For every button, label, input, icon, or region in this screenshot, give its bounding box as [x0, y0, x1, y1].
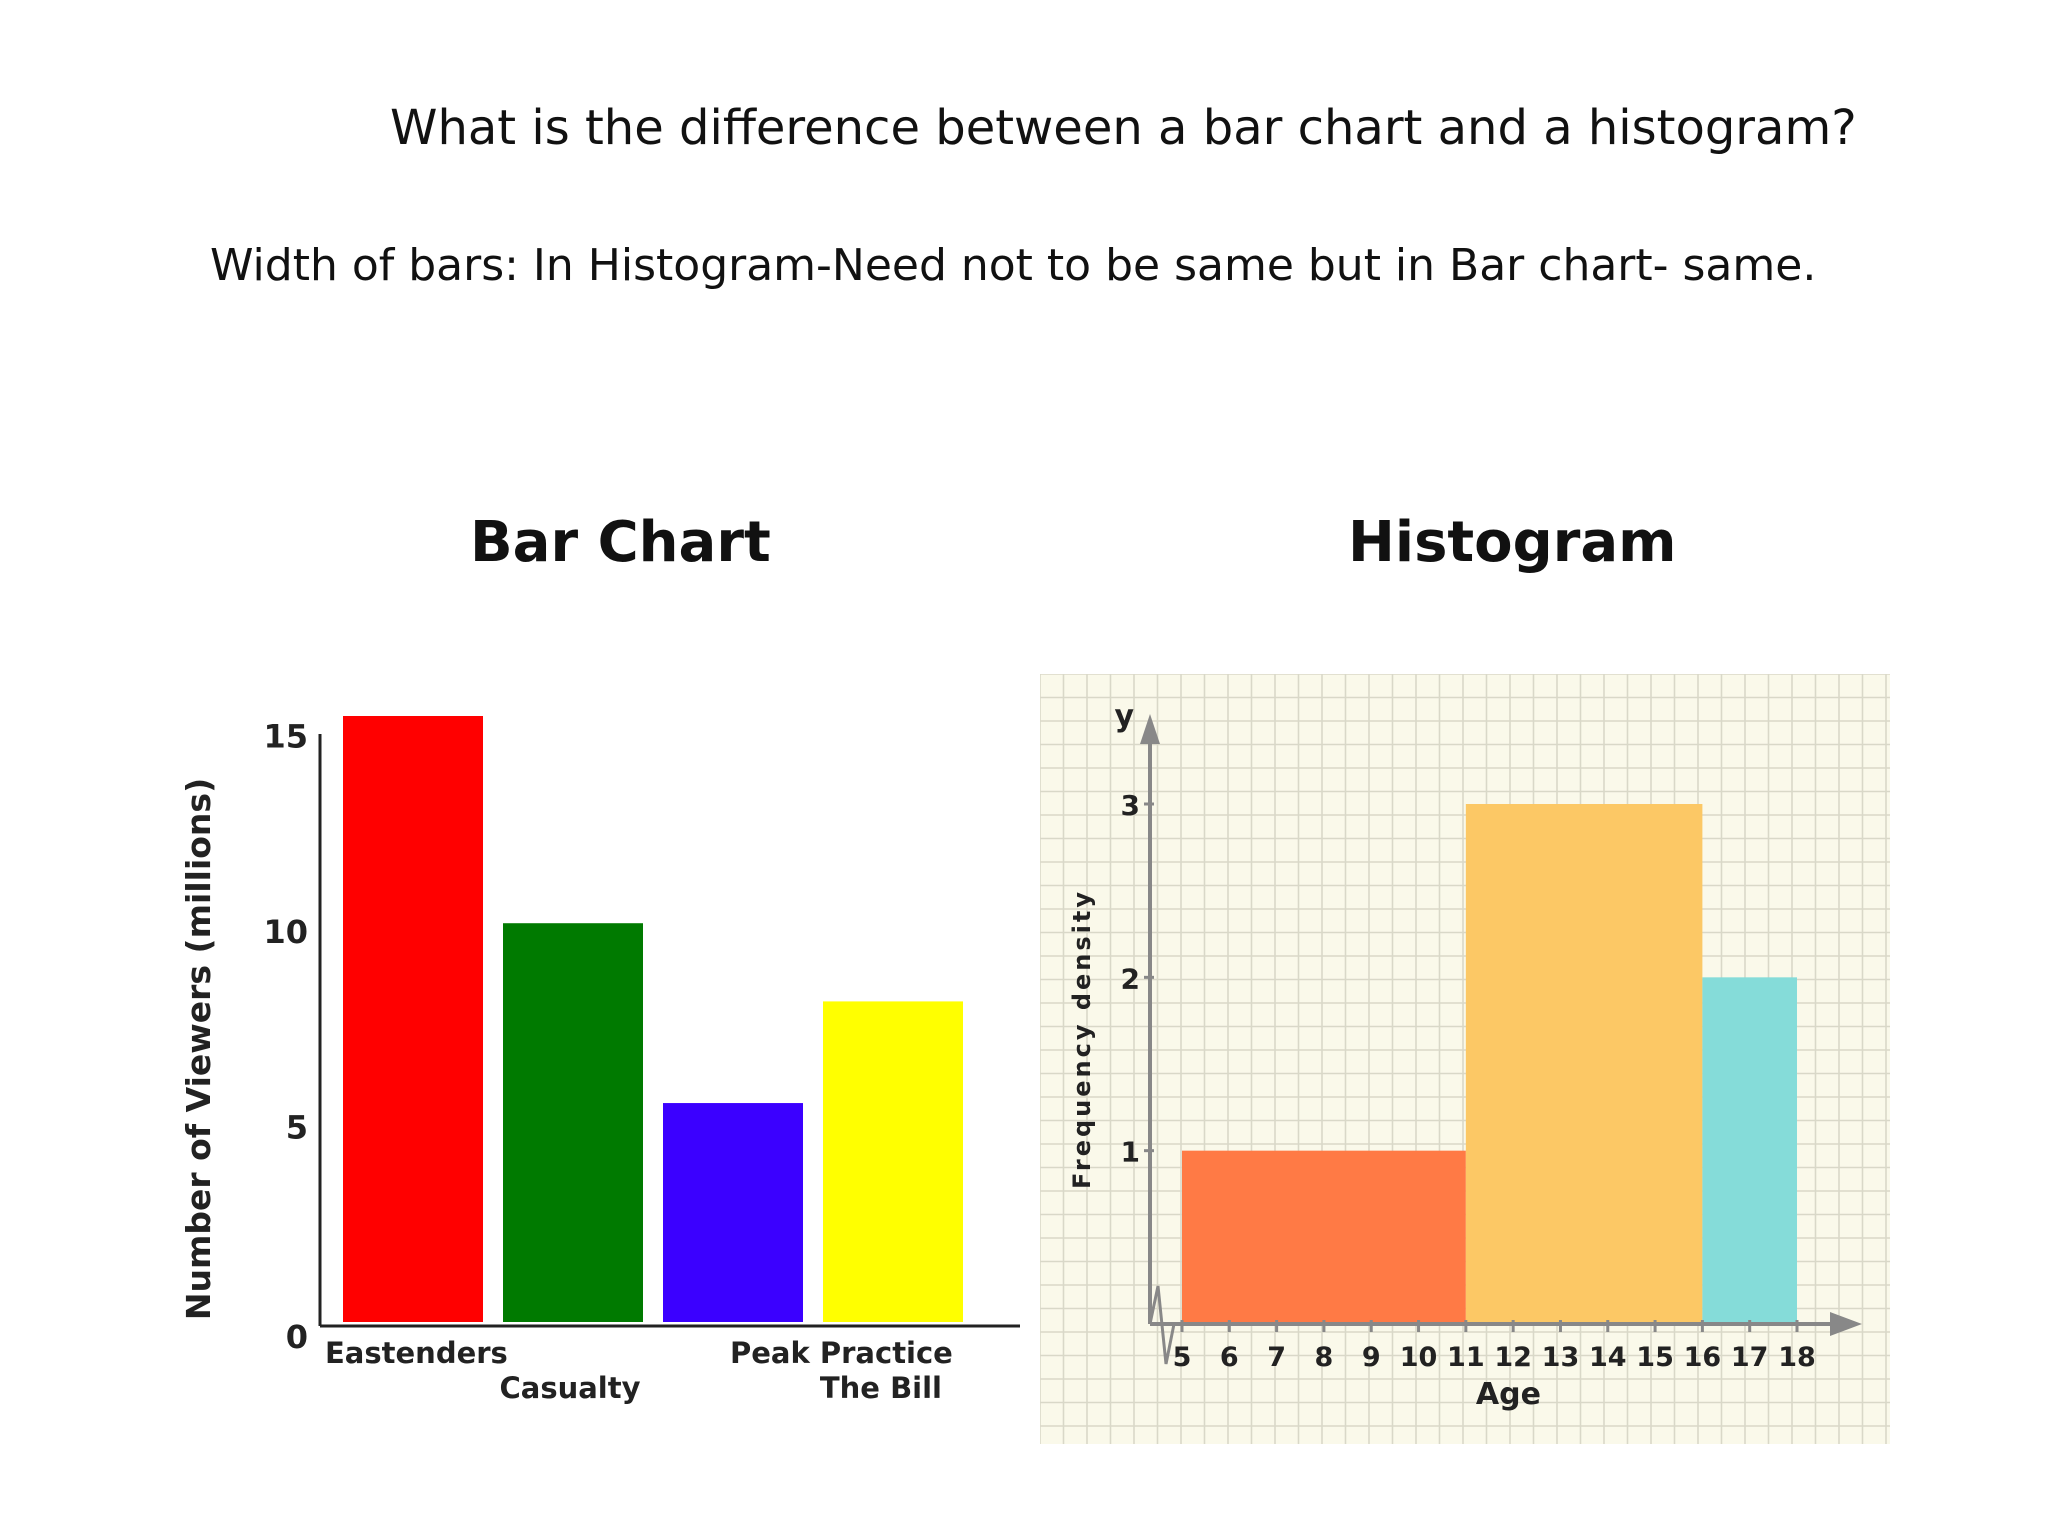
y-axis-letter: y	[1114, 699, 1134, 734]
x-tick-label: 17	[1731, 1342, 1769, 1373]
x-tick-label: Peak Practice	[730, 1336, 953, 1370]
x-tick-label: 18	[1778, 1342, 1816, 1373]
y-axis-arrow	[1140, 714, 1160, 744]
y-axis-label: Number of Viewers (millions)	[179, 778, 218, 1320]
x-tick-label: 13	[1542, 1342, 1580, 1373]
x-tick-label: 5	[1173, 1342, 1192, 1373]
x-tick-label: 10	[1400, 1342, 1438, 1373]
y-tick-label: 15	[263, 718, 308, 756]
x-axis-arrow	[1830, 1312, 1862, 1336]
x-tick-label: 11	[1447, 1342, 1485, 1373]
y-tick-label: 0	[286, 1318, 308, 1356]
histogram-bin-5-11	[1182, 1150, 1466, 1324]
x-tick-label: 8	[1315, 1342, 1334, 1373]
histogram-bin-16-18	[1702, 977, 1797, 1324]
y-tick-label: 2	[1121, 962, 1140, 995]
x-tick-label: 12	[1494, 1342, 1532, 1373]
y-axis-label: Frequency density	[1068, 889, 1096, 1189]
bar-the-bill	[823, 1001, 963, 1322]
bar-peak-practice	[663, 1103, 803, 1322]
y-tick-label: 3	[1121, 789, 1140, 822]
x-tick-label: 9	[1362, 1342, 1381, 1373]
x-tick-label: Eastenders	[325, 1336, 508, 1370]
histogram-title: Histogram	[1348, 510, 1677, 575]
x-tick-label: 14	[1589, 1342, 1627, 1373]
x-tick-label: The Bill	[820, 1371, 942, 1405]
x-tick-label: 15	[1636, 1342, 1674, 1373]
axis-break-mark	[1148, 1285, 1182, 1365]
bar-casualty	[503, 923, 643, 1322]
x-tick-label: 7	[1267, 1342, 1286, 1373]
y-tick-label: 5	[286, 1109, 308, 1147]
histogram-bin-11-16	[1465, 804, 1703, 1324]
slide-title: What is the difference between a bar cha…	[390, 100, 1857, 156]
x-tick-label: 16	[1684, 1342, 1722, 1373]
slide-body-text: Width of bars: In Histogram-Need not to …	[210, 240, 1817, 291]
x-tick-label: 6	[1220, 1342, 1239, 1373]
x-tick-label: Casualty	[499, 1371, 640, 1405]
bar-chart-title: Bar Chart	[470, 510, 771, 575]
bar-eastenders	[343, 716, 483, 1322]
y-tick-label: 1	[1121, 1136, 1140, 1169]
y-tick-label: 10	[263, 913, 308, 951]
x-axis-label: Age	[1476, 1377, 1541, 1412]
bar-chart: Number of Viewers (millions) 0 5 10 15 Easten…	[179, 716, 1020, 1405]
